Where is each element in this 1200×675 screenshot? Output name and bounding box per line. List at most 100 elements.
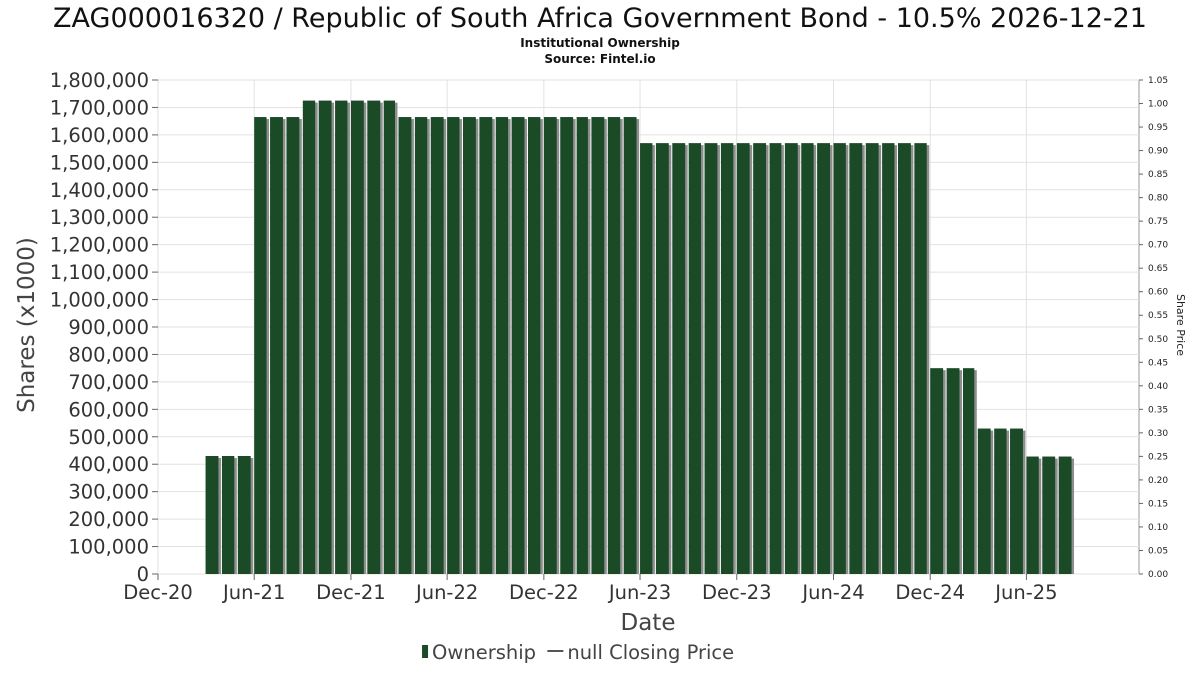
x-tick-label: Dec-21 <box>316 581 386 604</box>
x-tick-label: Dec-23 <box>702 581 772 604</box>
ownership-bar <box>335 100 348 574</box>
chart-source: Source: Fintel.io <box>544 52 655 66</box>
y-tick-label: 500,000 <box>68 426 149 449</box>
ownership-bar <box>962 368 975 574</box>
y-tick-label: 0 <box>137 563 149 586</box>
ownership-bar <box>237 455 251 574</box>
x-tick-label: Dec-20 <box>123 581 193 604</box>
ownership-bars <box>205 100 1075 575</box>
ownership-bar <box>994 428 1007 574</box>
y-tick-label: 200,000 <box>68 508 149 531</box>
y2-tick-label: 0.45 <box>1148 358 1168 368</box>
ownership-bar <box>914 143 927 574</box>
y2-tick-label: 0.30 <box>1148 429 1168 439</box>
y2-tick-label: 1.00 <box>1148 100 1168 110</box>
y2-tick-label: 0.25 <box>1148 452 1168 462</box>
x-axis-ticks: Dec-20 Jun-21 Dec-21 Jun-22 Dec-22 Jun-23 Dec-… <box>123 574 1058 604</box>
ownership-bar <box>367 100 381 574</box>
ownership-bar <box>302 100 316 574</box>
chart-legend: Ownership null Closing Price <box>422 641 734 664</box>
ownership-bar <box>1010 428 1023 574</box>
ownership-bar <box>543 117 557 575</box>
x-tick-label: Jun-24 <box>800 581 864 604</box>
ownership-bar <box>479 117 493 575</box>
y2-tick-label: 0.05 <box>1148 546 1168 556</box>
ownership-bar <box>430 117 444 575</box>
ownership-bar <box>930 368 944 574</box>
ownership-bar <box>205 455 219 574</box>
y2-tick-label: 0.90 <box>1148 147 1168 157</box>
y-axis-label: Shares (x1000) <box>14 237 40 413</box>
y2-tick-label: 0.80 <box>1148 194 1168 204</box>
y-tick-label: 100,000 <box>68 536 149 559</box>
ownership-bar <box>977 428 991 574</box>
ownership-bar <box>1026 456 1039 574</box>
y-tick-label: 1,100,000 <box>50 261 149 284</box>
ownership-bar <box>414 117 428 575</box>
ownership-bar <box>286 117 300 575</box>
legend-label: null Closing Price <box>567 641 734 664</box>
y2-tick-label: 0.00 <box>1148 570 1168 580</box>
y2-tick-label: 0.95 <box>1148 123 1168 133</box>
ownership-bar <box>607 117 621 575</box>
y2-tick-label: 1.05 <box>1148 76 1168 86</box>
ownership-bar <box>221 455 235 574</box>
y-tick-label: 900,000 <box>68 316 149 339</box>
ownership-bar <box>495 117 509 575</box>
y2-axis-ticks: 0.00 0.05 0.10 0.15 0.20 0.25 0.30 0.35 0.40 0.45… <box>1139 76 1168 580</box>
ownership-bar <box>801 143 814 574</box>
ownership-bar <box>833 143 846 574</box>
ownership-bar <box>560 117 574 575</box>
ownership-bar <box>897 143 911 574</box>
y2-tick-label: 0.50 <box>1148 335 1168 345</box>
y-tick-label: 1,500,000 <box>50 151 149 174</box>
y-tick-label: 600,000 <box>68 398 149 421</box>
ownership-bar <box>688 143 702 574</box>
x-axis-label: Date <box>621 610 676 636</box>
y-tick-label: 1,200,000 <box>50 234 149 257</box>
y-tick-label: 1,600,000 <box>50 124 149 147</box>
y-tick-label: 1,700,000 <box>50 96 149 119</box>
ownership-bar <box>655 143 669 574</box>
ownership-bar <box>576 117 588 575</box>
y-axis-ticks: 0 100,000 200,000 300,000 400,000 500,000 600,… <box>50 69 158 586</box>
ownership-bar <box>882 143 895 574</box>
ownership-bar <box>1058 456 1072 574</box>
ownership-bar <box>462 117 476 575</box>
y2-tick-label: 0.40 <box>1148 382 1168 392</box>
y2-tick-label: 0.55 <box>1148 311 1168 321</box>
ownership-bar <box>865 143 879 574</box>
y2-tick-label: 0.35 <box>1148 405 1168 415</box>
y-tick-label: 1,400,000 <box>50 179 149 202</box>
ownership-bar <box>511 117 525 575</box>
ownership-bar <box>640 143 653 574</box>
y-tick-label: 300,000 <box>68 481 149 504</box>
ownership-bar <box>946 368 960 574</box>
legend-label: Ownership <box>432 641 536 664</box>
ownership-bar <box>318 100 332 574</box>
ownership-bar <box>704 143 718 574</box>
ownership-bar <box>383 100 395 574</box>
ownership-bar <box>350 100 364 574</box>
x-tick-label: Jun-25 <box>993 581 1057 604</box>
y-tick-label: 1,300,000 <box>50 206 149 229</box>
y2-tick-label: 0.65 <box>1148 264 1168 274</box>
x-tick-label: Jun-23 <box>607 581 671 604</box>
y2-tick-label: 0.20 <box>1148 476 1168 486</box>
chart-subtitle: Institutional Ownership <box>520 36 680 50</box>
ownership-bar <box>672 143 686 574</box>
y2-tick-label: 0.75 <box>1148 217 1168 227</box>
ownership-bar <box>270 117 283 575</box>
y2-tick-label: 0.15 <box>1148 499 1168 509</box>
ownership-bar <box>527 117 541 575</box>
x-tick-label: Jun-22 <box>414 581 478 604</box>
ownership-bar <box>817 143 830 574</box>
ownership-bar <box>784 143 798 574</box>
y2-tick-label: 0.10 <box>1148 523 1168 533</box>
ownership-bar <box>623 117 637 575</box>
ownership-bar <box>1042 456 1056 574</box>
ownership-bar <box>753 143 767 574</box>
ownership-bar <box>447 117 460 575</box>
x-tick-label: Jun-21 <box>221 581 285 604</box>
